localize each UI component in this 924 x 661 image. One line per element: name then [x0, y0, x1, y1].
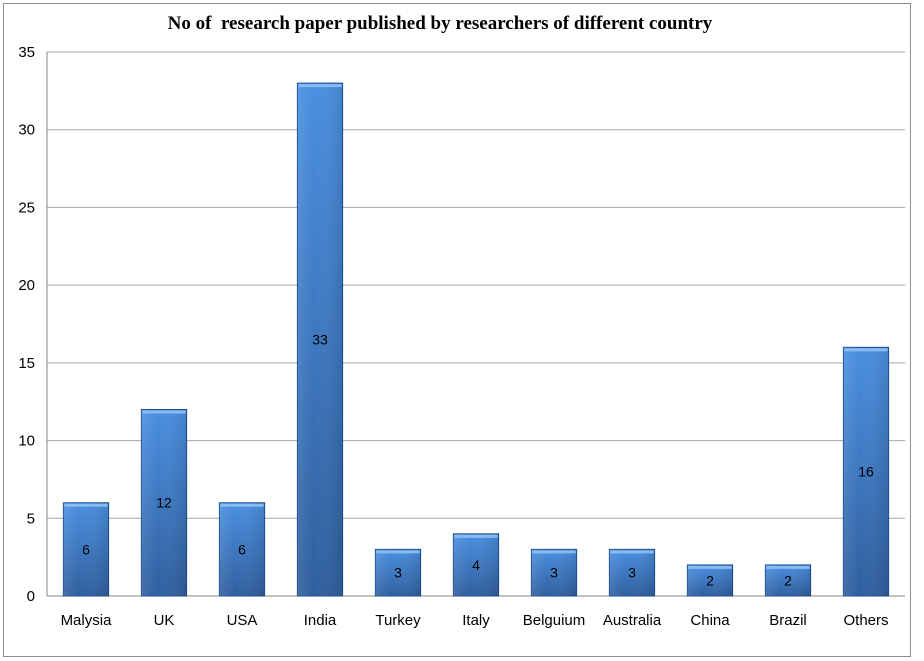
bar-shine [609, 549, 655, 596]
bar-shine [297, 83, 343, 597]
data-label-china: 2 [706, 572, 714, 588]
bar-top-highlight [532, 550, 576, 554]
bar-top-highlight [298, 84, 342, 88]
bar-top-highlight [376, 550, 420, 554]
data-label-others: 16 [858, 464, 874, 480]
category-label-uk: UK [154, 612, 175, 629]
category-label-turkey: Turkey [375, 612, 421, 629]
bar-top-highlight [454, 534, 498, 538]
category-label-brazil: Brazil [769, 612, 807, 629]
bar-shine [531, 549, 577, 596]
bar-top-highlight [142, 410, 186, 414]
y-tick-label: 10 [18, 433, 35, 450]
chart-title: No of research paper published by resear… [167, 13, 713, 34]
category-label-australia: Australia [603, 612, 662, 629]
bars [62, 82, 890, 597]
bar-shine [843, 347, 889, 596]
bar-top-highlight [844, 348, 888, 352]
bar-top-highlight [220, 503, 264, 507]
y-tick-label: 20 [18, 277, 35, 294]
data-label-brazil: 2 [784, 572, 792, 588]
bar-shine [63, 502, 109, 596]
bar-shine [765, 564, 811, 596]
labels: 051015202530356Malysia12UK6USA33India3Tu… [18, 44, 888, 629]
bar-top-highlight [610, 550, 654, 554]
category-label-italy: Italy [462, 612, 490, 629]
category-label-india: India [304, 612, 337, 629]
data-label-belguium: 3 [550, 565, 558, 581]
y-tick-label: 0 [27, 588, 35, 605]
bar-shine [141, 409, 187, 596]
bar-top-highlight [688, 565, 732, 569]
data-label-turkey: 3 [394, 565, 402, 581]
data-label-uk: 12 [156, 495, 172, 511]
y-tick-label: 15 [18, 355, 35, 372]
data-label-australia: 3 [628, 565, 636, 581]
data-label-malysia: 6 [82, 541, 90, 557]
bar-shine [687, 564, 733, 596]
data-label-usa: 6 [238, 541, 246, 557]
data-label-india: 33 [312, 332, 328, 348]
data-label-italy: 4 [472, 557, 480, 573]
category-label-belguium: Belguium [523, 612, 586, 629]
gridlines [47, 51, 905, 519]
y-tick-label: 25 [18, 199, 35, 216]
category-label-others: Others [843, 612, 888, 629]
bar-top-highlight [64, 503, 108, 507]
category-label-usa: USA [227, 612, 258, 629]
y-tick-label: 5 [27, 510, 35, 527]
bar-shine [453, 533, 499, 596]
bar-shine [219, 502, 265, 596]
category-label-malysia: Malysia [61, 612, 113, 629]
y-tick-label: 35 [18, 44, 35, 61]
bar-top-highlight [766, 565, 810, 569]
bar-shine [375, 549, 421, 596]
category-label-china: China [690, 612, 730, 629]
y-tick-label: 30 [18, 122, 35, 139]
